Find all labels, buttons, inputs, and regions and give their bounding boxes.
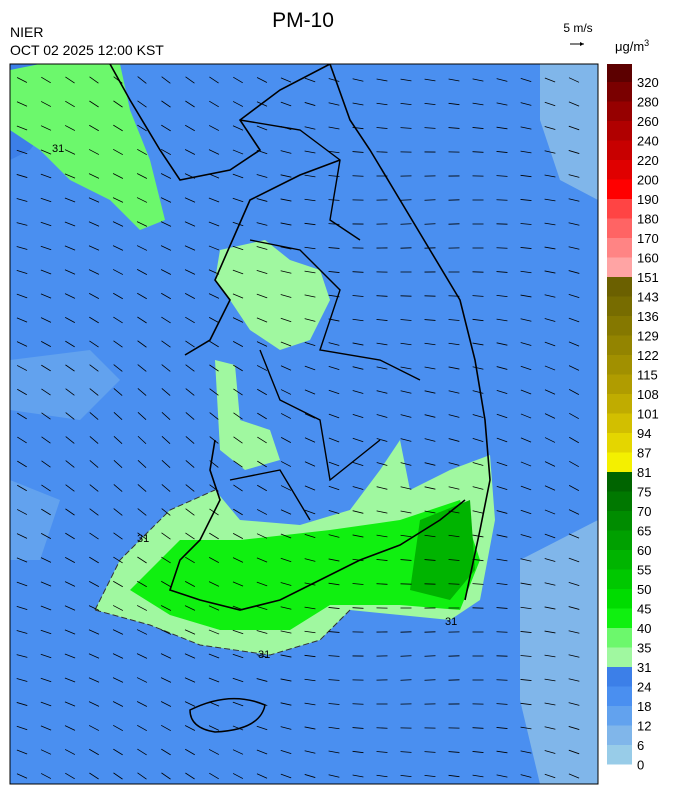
colorbar-segment [607,394,632,414]
colorbar-label: 136 [637,309,659,324]
colorbar-label: 320 [637,75,659,90]
colorbar-label: 81 [637,465,651,480]
colorbar-label: 18 [637,699,651,714]
colorbar-segment [607,492,632,512]
colorbar-segment [607,160,632,180]
colorbar-segment [607,336,632,356]
colorbar-label: 143 [637,290,659,305]
colorbar-segment [607,628,632,648]
colorbar-segment [607,433,632,453]
colorbar-segment [607,550,632,570]
colorbar-segment [607,82,632,102]
colorbar-segment [607,277,632,297]
colorbar-label: 240 [637,134,659,149]
wind-reference-label: 5 m/s [563,21,592,35]
colorbar-label: 75 [637,485,651,500]
colorbar-segment [607,414,632,434]
colorbar-label: 101 [637,407,659,422]
colorbar-label: 24 [637,680,651,695]
colorbar-label: 190 [637,192,659,207]
colorbar-label: 50 [637,582,651,597]
colorbar-segment [607,570,632,590]
colorbar-segment [607,316,632,336]
colorbar-label: 180 [637,212,659,227]
wind-vector [425,656,436,657]
colorbar-segment [607,297,632,317]
colorbar-label: 60 [637,543,651,558]
colorbar-label: 35 [637,641,651,656]
colorbar-segment [607,121,632,141]
colorbar-segment [607,648,632,668]
colorbar-label: 170 [637,231,659,246]
wind-vector [425,224,436,225]
colorbar-segment [607,706,632,726]
colorbar-segment [607,258,632,278]
colorbar-label: 0 [637,758,644,773]
colorbar-segment [607,745,632,765]
contour-label: 31 [137,533,149,545]
unit-base: μg/m [615,39,644,54]
colorbar-segment [607,199,632,219]
colorbar-label: 200 [637,173,659,188]
colorbar-label: 280 [637,95,659,110]
colorbar-segment [607,687,632,707]
colorbar-label: 40 [637,621,651,636]
title: PM-10 [272,9,334,32]
colorbar-label: 151 [637,270,659,285]
colorbar-label: 122 [637,348,659,363]
colorbar-label: 160 [637,251,659,266]
colorbar-label: 45 [637,602,651,617]
source: NIER [10,24,43,40]
colorbar-segment [607,472,632,492]
colorbar-segment [607,375,632,395]
colorbar-segment [607,64,632,82]
map: 31 31 31 31 [10,64,598,784]
wind-vector [497,632,508,633]
unit-sup: 3 [644,38,649,48]
colorbar: 3202802602402202001901801701601511431361… [607,64,659,773]
colorbar-label: 115 [637,368,658,383]
colorbar-segment [607,219,632,239]
colorbar-segment [607,531,632,551]
colorbar-label: 55 [637,563,651,578]
colorbar-label: 94 [637,426,651,441]
colorbar-segment [607,609,632,629]
colorbar-label: 6 [637,738,644,753]
colorbar-segment [607,238,632,258]
colorbar-label: 87 [637,446,651,461]
contour-label: 31 [52,143,64,155]
colorbar-label: 260 [637,114,659,129]
colorbar-segment [607,726,632,746]
colorbar-label: 12 [637,719,651,734]
unit: μg/m3 [615,38,649,54]
datetime: OCT 02 2025 12:00 KST [10,42,164,58]
colorbar-segment [607,453,632,473]
colorbar-label: 220 [637,153,659,168]
colorbar-segment [607,141,632,161]
wind-reference-head [580,42,584,46]
colorbar-label: 108 [637,387,659,402]
colorbar-segment [607,589,632,609]
contour-label: 31 [258,649,270,661]
colorbar-segment [607,102,632,122]
colorbar-segment [607,355,632,375]
colorbar-segment [607,667,632,687]
colorbar-segment [607,180,632,200]
colorbar-label: 129 [637,329,659,344]
wind-vector [497,248,508,249]
colorbar-segment [607,511,632,531]
colorbar-label: 65 [637,524,651,539]
contour-label: 31 [445,616,457,628]
colorbar-label: 31 [637,660,651,675]
colorbar-label: 70 [637,504,651,519]
